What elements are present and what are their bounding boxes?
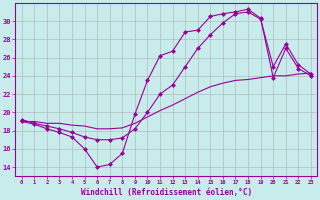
X-axis label: Windchill (Refroidissement éolien,°C): Windchill (Refroidissement éolien,°C) [81,188,252,197]
